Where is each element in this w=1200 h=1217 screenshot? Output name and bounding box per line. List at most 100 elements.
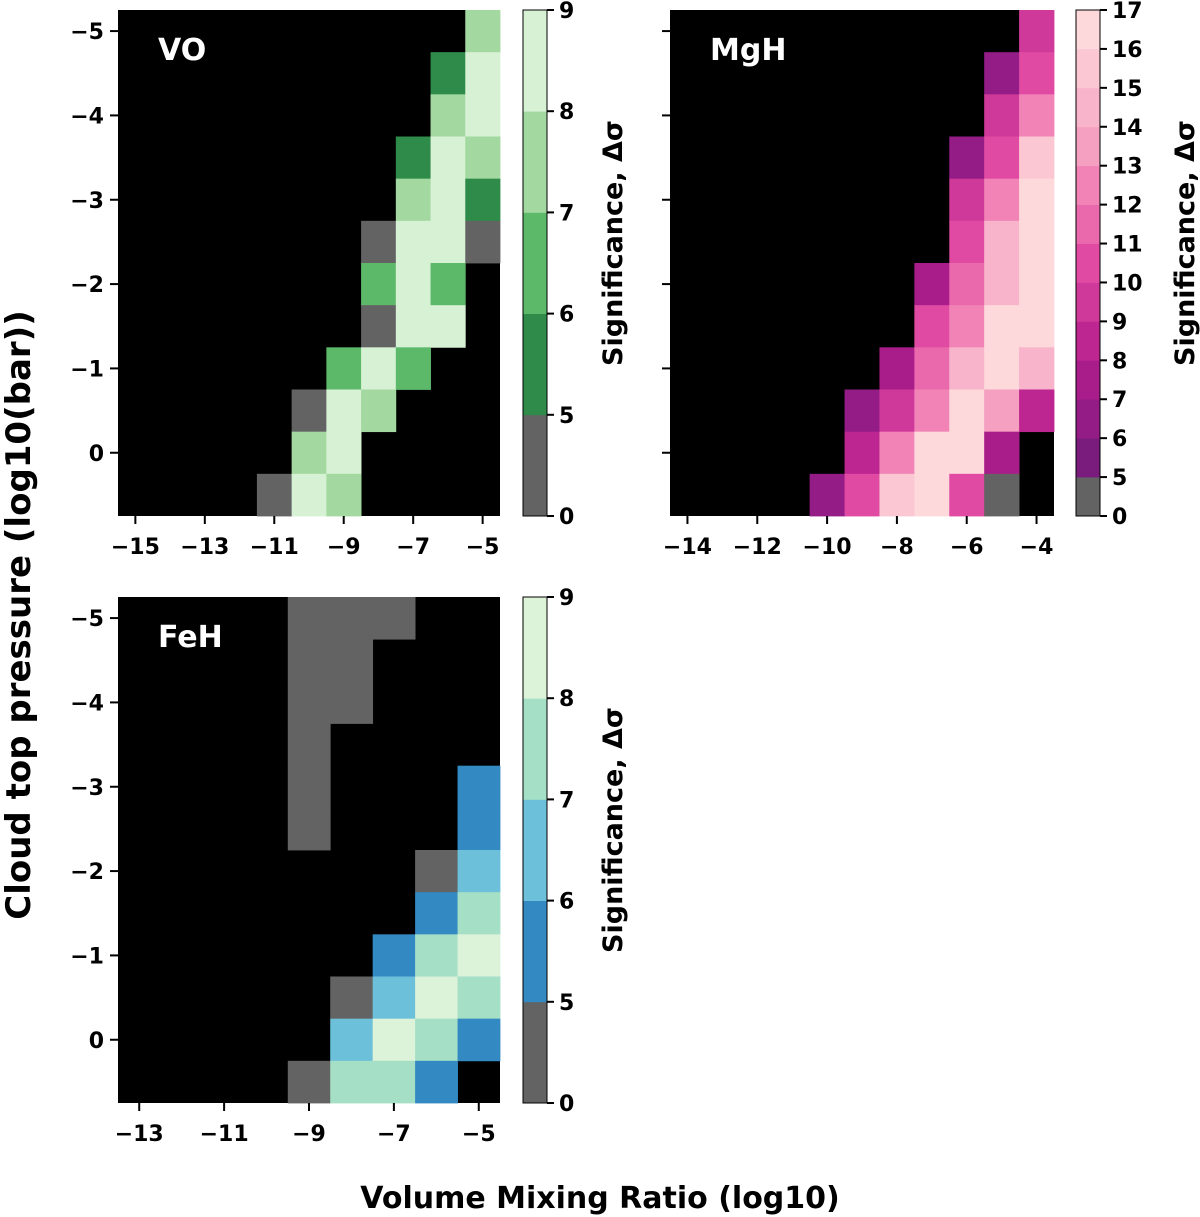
mgh-colorbar-tick-label: 15 <box>1112 77 1143 102</box>
vo-cell <box>291 431 327 475</box>
mgh-colorbar-segment <box>1076 438 1100 478</box>
vo-cell <box>430 52 466 95</box>
vo-cell <box>430 305 466 348</box>
vo-x-tick-label: −15 <box>111 535 160 560</box>
mgh-x-tick-label: −8 <box>880 535 914 560</box>
mgh-panel-title: MgH <box>710 33 786 68</box>
vo-cell <box>430 178 466 222</box>
vo-colorbar-segment <box>523 10 547 112</box>
feh-cell <box>330 681 374 724</box>
feh-cell <box>457 807 501 851</box>
feh-cell <box>457 892 501 935</box>
mgh-colorbar-tick-label: 8 <box>1112 349 1127 374</box>
vo-y-tick-label: −2 <box>70 273 104 298</box>
vo-x-tick-label: −7 <box>396 535 430 560</box>
vo-x-tick-label: −5 <box>466 535 500 560</box>
mgh-x-tick-label: −14 <box>663 535 712 560</box>
mgh-cell <box>984 94 1020 137</box>
mgh-cell <box>914 431 950 475</box>
vo-panel-title: VO <box>158 33 206 68</box>
vo-y-tick-label: −1 <box>70 357 104 382</box>
feh-cell <box>415 1060 458 1104</box>
vo-cell <box>465 10 501 53</box>
vo-cell <box>256 473 293 517</box>
vo-y-tick-label: −3 <box>70 189 104 214</box>
mgh-cell <box>949 178 985 222</box>
feh-cell <box>287 1060 331 1104</box>
mgh-cell <box>879 473 915 517</box>
feh-colorbar-tick-label: 8 <box>559 687 574 712</box>
feh-y-tick-label: −3 <box>70 776 104 801</box>
mgh-cell <box>949 136 985 180</box>
feh-cell <box>415 976 458 1020</box>
mgh-colorbar-tick-label: 13 <box>1112 155 1143 180</box>
feh-cell <box>287 639 331 682</box>
vo-cell <box>326 389 362 433</box>
mgh-colorbar-segment <box>1076 126 1100 167</box>
mgh-cell <box>984 305 1020 348</box>
vo-cell <box>291 389 327 433</box>
feh-cell <box>415 934 458 977</box>
mgh-cell <box>879 347 915 390</box>
feh-cell <box>372 976 416 1020</box>
mgh-x-tick-label: −4 <box>1020 535 1054 560</box>
mgh-cell <box>984 136 1020 180</box>
vo-cell <box>395 347 431 390</box>
mgh-cell <box>1019 52 1055 95</box>
vo-cell <box>430 220 466 264</box>
mgh-cell <box>949 220 985 264</box>
feh-x-tick-label: −13 <box>115 1122 164 1147</box>
feh-y-tick-label: −5 <box>70 607 104 632</box>
feh-cell <box>287 681 331 724</box>
vo-cell <box>361 305 397 348</box>
vo-cell <box>465 52 501 95</box>
feh-colorbar-tick-label: 5 <box>559 991 574 1016</box>
feh-cell <box>330 639 374 682</box>
vo-cell <box>361 389 397 433</box>
vo-cell <box>395 220 431 264</box>
vo-x-tick-label: −11 <box>250 535 299 560</box>
vo-cell <box>430 263 466 306</box>
vo-y-tick-label: −4 <box>70 104 104 129</box>
mgh-colorbar-label: Significance, Δσ <box>1170 120 1200 366</box>
mgh-colorbar-segment <box>1076 10 1100 50</box>
feh-cell <box>457 976 501 1020</box>
mgh-x-tick-label: −12 <box>733 535 782 560</box>
figure-ylabel: Cloud top pressure (log10(bar)) <box>0 310 39 920</box>
vo-cell <box>395 263 431 306</box>
mgh-colorbar-tick-label: 0 <box>1112 505 1127 530</box>
feh-y-tick-label: 0 <box>89 1029 104 1054</box>
mgh-colorbar-tick-label: 16 <box>1112 38 1143 63</box>
mgh-cell <box>949 305 985 348</box>
mgh-colorbar-segment <box>1076 282 1100 322</box>
mgh-colorbar-segment <box>1076 87 1100 128</box>
mgh-cell <box>844 473 880 517</box>
mgh-colorbar-frame <box>1075 9 1101 517</box>
mgh-cell <box>914 473 950 517</box>
mgh-cell <box>1019 136 1055 180</box>
feh-cell <box>457 934 501 977</box>
vo-y-tick-label: −5 <box>70 20 104 45</box>
mgh-cell <box>984 473 1020 517</box>
feh-cell <box>330 1018 374 1062</box>
mgh-cell <box>1019 94 1055 137</box>
mgh-colorbar-tick-label: 17 <box>1112 0 1143 24</box>
feh-cell <box>415 1018 458 1062</box>
feh-y-tick-label: −1 <box>70 944 104 969</box>
mgh-colorbar-tick-label: 14 <box>1112 116 1143 141</box>
vo-colorbar-segment <box>523 414 547 517</box>
feh-cell <box>287 765 331 809</box>
vo-cell <box>361 263 397 306</box>
vo-panel: VO −15 −13 −11 −9 −7 −5 −5 −4 −3 −2 −1 0 0 5 6 7 8 9 Signif… <box>70 0 629 560</box>
mgh-colorbar-segment <box>1076 360 1100 400</box>
mgh-cell <box>984 389 1020 433</box>
mgh-cell <box>949 347 985 390</box>
mgh-cell <box>914 347 950 390</box>
mgh-colorbar-tick-label: 9 <box>1112 310 1127 335</box>
mgh-colorbar-tick-label: 7 <box>1112 388 1127 413</box>
mgh-cell <box>1019 220 1055 264</box>
feh-cell <box>372 597 416 640</box>
mgh-colorbar-tick-label: 6 <box>1112 427 1127 452</box>
mgh-cell <box>984 431 1020 475</box>
mgh-cell <box>809 473 845 517</box>
